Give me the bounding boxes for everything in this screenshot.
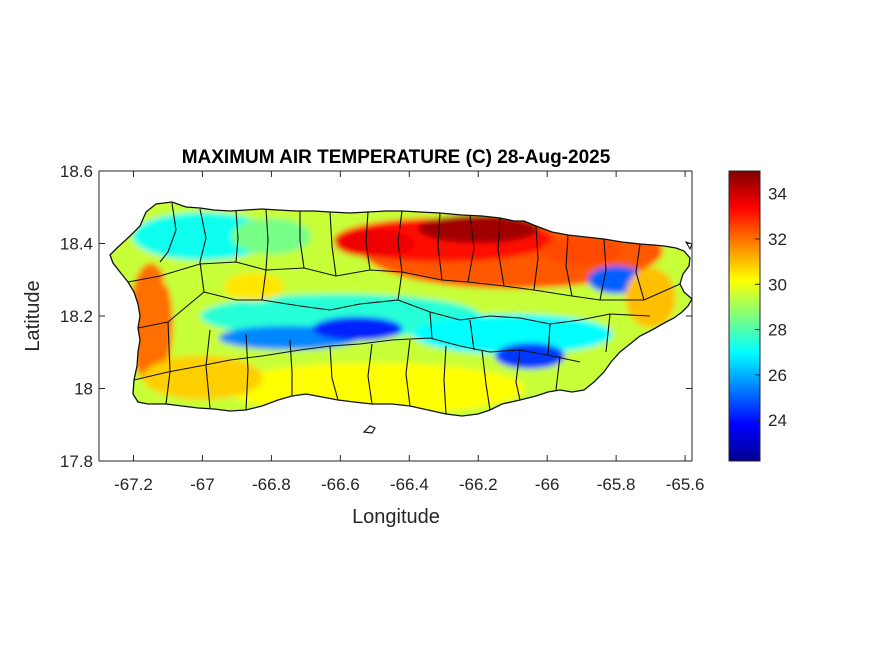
municipality-boundary <box>497 217 505 287</box>
x-axis-label: Longitude <box>352 506 440 528</box>
field-region <box>312 316 403 341</box>
x-tick-label: -66.2 <box>459 475 498 494</box>
municipality-boundary <box>565 234 573 297</box>
field-region <box>224 273 285 301</box>
field-region <box>541 236 622 265</box>
municipality-boundary <box>397 210 403 301</box>
y-tick-label: 18.6 <box>60 162 93 181</box>
colorbar-tick-label: 32 <box>768 230 787 249</box>
municipality-boundary <box>481 349 491 411</box>
field-region <box>412 314 613 355</box>
field-region <box>142 355 263 400</box>
municipality-boundary <box>245 333 249 411</box>
colorbar-tick-label: 26 <box>768 366 787 385</box>
municipality-boundary <box>635 243 645 301</box>
colorbar <box>728 170 761 462</box>
municipality-boundary <box>133 337 581 381</box>
municipality-boundary <box>405 339 411 407</box>
x-tick-label: -66.6 <box>321 475 360 494</box>
field-region <box>128 263 173 384</box>
municipality-boundary <box>437 212 443 281</box>
municipality-boundary <box>137 291 651 329</box>
colorbar-tick-label: 34 <box>768 185 787 204</box>
municipality-boundary <box>299 211 305 269</box>
municipality-boundary <box>469 319 475 351</box>
y-tick-label: 18 <box>74 380 93 399</box>
municipality-boundary <box>329 211 337 277</box>
municipality-boundary <box>127 261 681 301</box>
field-region <box>418 215 539 243</box>
municipality-boundary <box>199 208 207 293</box>
y-tick-label: 18.2 <box>60 307 93 326</box>
islet <box>362 425 376 434</box>
municipality-boundary <box>205 329 211 409</box>
x-tick-label: -67 <box>190 475 215 494</box>
municipality-boundary <box>555 355 561 391</box>
y-axis-label: Latitude <box>22 280 44 351</box>
municipality-boundary <box>159 202 177 263</box>
y-axis-ticks: 17.8 18 18.2 18.4 18.6 <box>60 162 692 471</box>
field-region <box>231 218 312 255</box>
field-region <box>625 267 676 328</box>
x-tick-label: -66.8 <box>252 475 291 494</box>
colorbar-tick-label: 24 <box>768 411 787 430</box>
colorbar-ticks: 24 26 28 30 32 34 <box>755 185 787 430</box>
municipality-boundary <box>165 321 171 405</box>
island-outline <box>109 201 693 417</box>
municipality-boundaries <box>127 202 681 415</box>
field-region <box>494 342 565 369</box>
municipality-boundary <box>365 211 371 271</box>
x-tick-label: -66 <box>535 475 560 494</box>
x-tick-label: -65.8 <box>597 475 636 494</box>
municipality-boundary <box>605 313 611 353</box>
municipality-boundary <box>515 349 521 401</box>
chart-title: MAXIMUM AIR TEMPERATURE (C) 28-Aug-2025 <box>182 147 611 168</box>
x-tick-label: -65.6 <box>666 475 705 494</box>
municipality-boundary <box>235 210 239 263</box>
municipality-boundary <box>533 225 539 291</box>
y-tick-label: 18.4 <box>60 235 93 254</box>
municipality-boundary <box>547 323 551 357</box>
municipality-boundary <box>367 343 373 405</box>
municipality-boundary <box>329 345 339 401</box>
field-region <box>163 267 208 292</box>
colorbar-tick-label: 30 <box>768 275 787 294</box>
x-tick-label: -66.4 <box>390 475 429 494</box>
x-axis-ticks: -67.2 -67 -66.8 -66.6 -66.4 -66.2 -66 -65.8 -65.… <box>114 171 704 494</box>
municipality-boundary <box>443 345 447 415</box>
municipality-boundary <box>289 339 293 396</box>
y-tick-label: 17.8 <box>60 452 93 471</box>
municipality-boundary <box>261 208 269 301</box>
x-tick-label: -67.2 <box>114 475 153 494</box>
municipality-boundary <box>467 214 475 283</box>
municipality-boundary <box>429 311 433 339</box>
field-region <box>334 229 415 258</box>
municipality-boundary <box>599 238 607 301</box>
colorbar-tick-label: 28 <box>768 321 787 340</box>
